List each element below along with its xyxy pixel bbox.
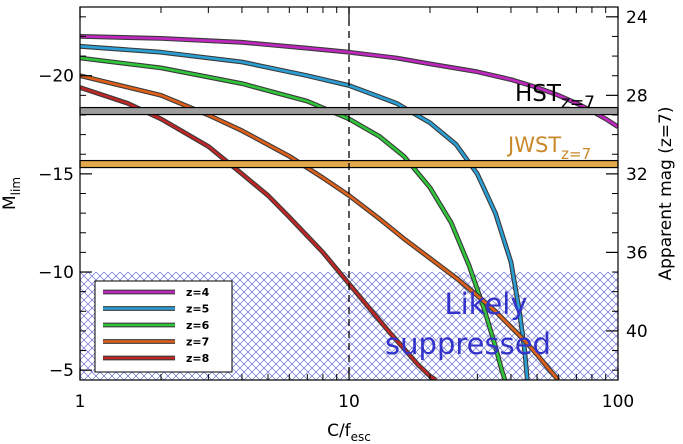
- legend: z=4 z=5 z=6 z=7 z=8: [94, 280, 233, 373]
- series-line: [80, 56, 507, 380]
- y-tick-label: −20: [38, 67, 74, 87]
- x-tick-label: 10: [338, 392, 360, 412]
- legend-label: z=8: [186, 352, 209, 365]
- legend-label: z=5: [186, 303, 209, 316]
- series-z=5: [80, 43, 530, 380]
- legend-item: z=4: [103, 286, 210, 299]
- series-group: [80, 34, 618, 380]
- y-axis-label: Mlim: [0, 177, 23, 210]
- legend-item: z=8: [103, 352, 209, 365]
- series-line: [80, 45, 529, 380]
- y2-tick-label: 40: [626, 322, 648, 342]
- legend-item: z=5: [103, 303, 209, 316]
- y-tick-label: −5: [49, 361, 74, 381]
- jwst-label: JWSTz=7: [506, 133, 591, 163]
- y-axis-right-label: Apparent mag (z=7): [656, 107, 676, 281]
- series-line: [80, 86, 437, 380]
- y2-tick-label: 24: [626, 8, 648, 28]
- series-z=8: [80, 85, 438, 380]
- y2-tick-label: 28: [626, 86, 648, 106]
- axis-ticks: 1 10 100 −20 −15 −10 −5 24 28 32 36 40: [38, 7, 648, 412]
- legend-label: z=7: [186, 336, 209, 349]
- y-tick-label: −15: [38, 165, 74, 185]
- legend-item: z=7: [103, 336, 209, 349]
- series-line: [80, 74, 560, 380]
- y2-tick-label: 32: [626, 165, 648, 185]
- y-tick-label: −10: [38, 263, 74, 283]
- legend-label: z=6: [186, 319, 210, 332]
- x-axis-label: C/fesc: [327, 421, 371, 444]
- y2-tick-label: 36: [626, 243, 648, 263]
- series-z=6: [80, 55, 508, 380]
- hst-label: HSTz=7: [515, 81, 595, 113]
- suppressed-label-line1: Likely: [444, 287, 527, 321]
- legend-item: z=6: [103, 319, 210, 332]
- suppressed-label-line2: suppressed: [385, 327, 551, 361]
- legend-label: z=4: [186, 286, 210, 299]
- x-tick-label: 100: [602, 392, 634, 412]
- series-z=7: [80, 73, 561, 380]
- x-tick-label: 1: [75, 392, 86, 412]
